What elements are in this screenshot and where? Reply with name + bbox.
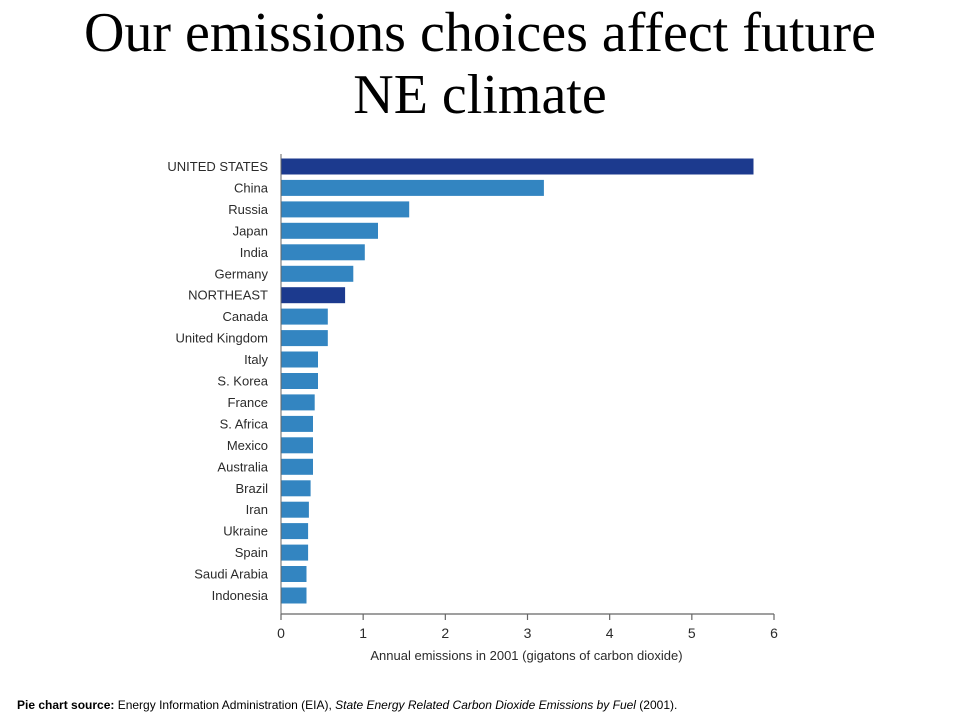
category-label-japan: Japan (233, 223, 268, 238)
bar-brazil (281, 480, 311, 497)
x-tick-label-0: 0 (277, 625, 285, 641)
category-label-s-africa: S. Africa (220, 416, 269, 431)
category-label-canada: Canada (222, 309, 268, 324)
category-label-india: India (240, 245, 269, 260)
category-label-australia: Australia (217, 459, 268, 474)
source-label: Pie chart source: (17, 698, 115, 712)
bar-saudi-arabia (281, 566, 307, 582)
category-label-spain: Spain (235, 545, 268, 560)
source-text-2: (2001). (635, 698, 678, 712)
category-label-saudi-arabia: Saudi Arabia (194, 567, 268, 582)
category-label-northeast: NORTHEAST (188, 288, 268, 303)
bar-iran (281, 501, 309, 518)
bar-indonesia (281, 587, 307, 604)
source-text-1: Energy Information Administration (EIA), (114, 698, 336, 712)
category-label-france: France (228, 395, 268, 410)
category-label-mexico: Mexico (227, 438, 268, 453)
bar-japan (281, 222, 378, 239)
bar-united-kingdom (281, 330, 328, 347)
bar-mexico (281, 437, 313, 454)
x-axis-label: Annual emissions in 2001 (gigatons of ca… (370, 648, 682, 663)
slide-title-line-1: Our emissions choices affect future (83, 2, 877, 64)
x-tick-label-6: 6 (770, 625, 778, 641)
bar-australia (281, 458, 313, 475)
bar-france (281, 394, 315, 411)
slide-title-line-2: NE climate (353, 64, 607, 126)
bar-russia (281, 201, 410, 218)
bar-s-korea (281, 373, 318, 389)
source-report-title: State Energy Related Carbon Dioxide Emis… (335, 698, 636, 712)
source-citation: Pie chart source: Energy Information Adm… (17, 698, 677, 712)
bar-italy (281, 351, 318, 368)
bar-ukraine (281, 523, 309, 540)
x-tick-label-1: 1 (359, 625, 367, 641)
category-label-united-states: UNITED STATES (167, 159, 268, 174)
x-tick-label-2: 2 (441, 625, 449, 641)
category-label-russia: Russia (228, 202, 269, 217)
bar-germany (281, 265, 354, 282)
x-tick-label-4: 4 (606, 625, 614, 641)
slide-title: Our emissions choices affect future NE c… (0, 2, 960, 126)
category-label-indonesia: Indonesia (212, 588, 269, 603)
category-label-s-korea: S. Korea (217, 374, 268, 389)
category-label-germany: Germany (215, 266, 269, 281)
category-label-italy: Italy (244, 352, 268, 367)
bar-china (281, 179, 544, 196)
x-tick-label-3: 3 (524, 625, 532, 641)
bar-united-states (281, 158, 754, 175)
bar-northeast (281, 287, 346, 304)
bar-spain (281, 544, 309, 561)
bar-s-africa (281, 415, 313, 432)
category-label-ukraine: Ukraine (223, 524, 268, 539)
category-label-brazil: Brazil (235, 481, 268, 496)
x-tick-label-5: 5 (688, 625, 696, 641)
category-label-china: China (234, 180, 269, 195)
category-label-united-kingdom: United Kingdom (176, 331, 269, 346)
bar-india (281, 244, 365, 261)
category-label-iran: Iran (246, 502, 268, 517)
bar-canada (281, 308, 328, 325)
